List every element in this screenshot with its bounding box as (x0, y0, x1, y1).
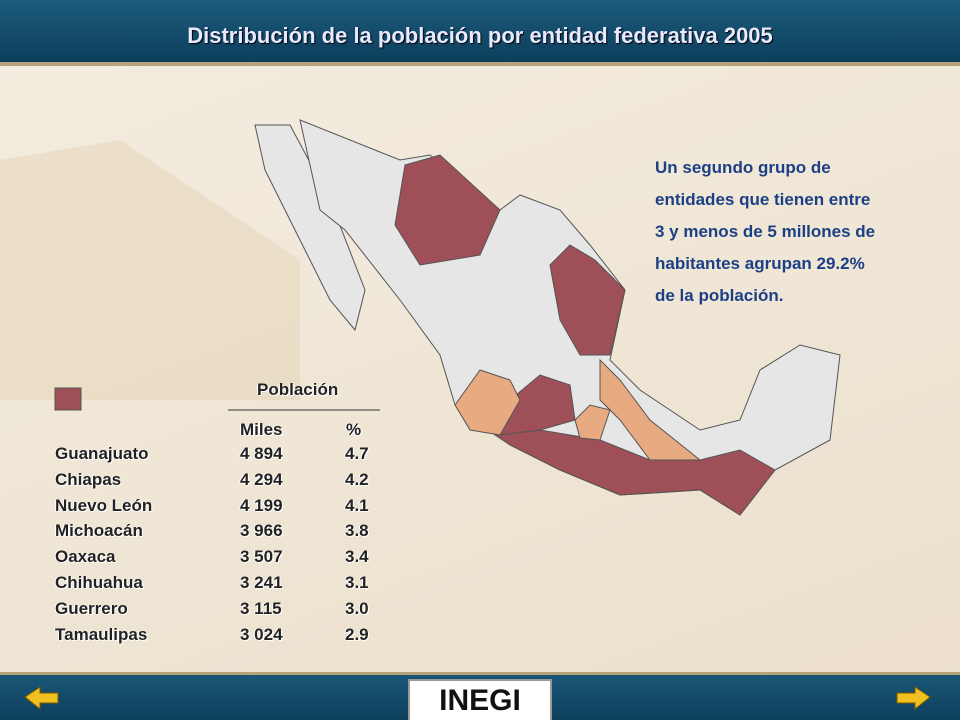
column-header: % (346, 420, 362, 439)
note-line: habitantes agrupan 29.2% (655, 254, 865, 273)
cell: 3.0 (345, 598, 369, 618)
next-arrow[interactable] (896, 686, 931, 711)
cell: Guerrero (55, 598, 128, 618)
cell: 3 507 (240, 547, 283, 567)
cell: Michoacán (55, 521, 143, 541)
title: Distribución de la población por entidad… (187, 23, 773, 48)
header: Distribución de la población por entidad… (0, 0, 960, 66)
cell: 4.1 (345, 495, 369, 515)
cell: 2.9 (345, 624, 369, 644)
cell: 3 241 (240, 573, 283, 592)
cell: Chihuahua (55, 573, 143, 592)
cell: Tamaulipas (55, 624, 148, 644)
note-line: de la población. (655, 286, 784, 305)
note-line: 3 y menos de 5 millones de (655, 222, 876, 241)
cell: 4 294 (240, 469, 283, 489)
nav (24, 686, 931, 711)
cell: 3 024 (240, 624, 283, 644)
cell: 3.1 (345, 573, 369, 592)
cell: Chiapas (55, 469, 122, 489)
cell: 4.7 (345, 444, 369, 463)
cell: 4 199 (240, 495, 283, 515)
group-header: Población (257, 380, 339, 399)
footer: INEGI (0, 672, 960, 720)
cell: 4.2 (345, 469, 369, 489)
cell: 3 115 (240, 598, 282, 618)
cell: 3 966 (240, 521, 283, 541)
cell: Oaxaca (55, 547, 116, 567)
cell: 3.8 (345, 521, 369, 541)
back-arrow[interactable] (24, 686, 59, 711)
note-line: entidades que tienen entre (655, 190, 871, 209)
column-header: Miles (240, 420, 283, 439)
cell: 3.4 (345, 547, 369, 567)
cell: Guanajuato (55, 444, 149, 463)
logo: INEGI (408, 679, 552, 720)
cell: Nuevo León (55, 495, 153, 515)
cell: 4 894 (240, 444, 283, 463)
note: Un segundo grupo de entidades que tienen … (655, 152, 875, 312)
note-line: Un segundo grupo de (655, 158, 831, 177)
